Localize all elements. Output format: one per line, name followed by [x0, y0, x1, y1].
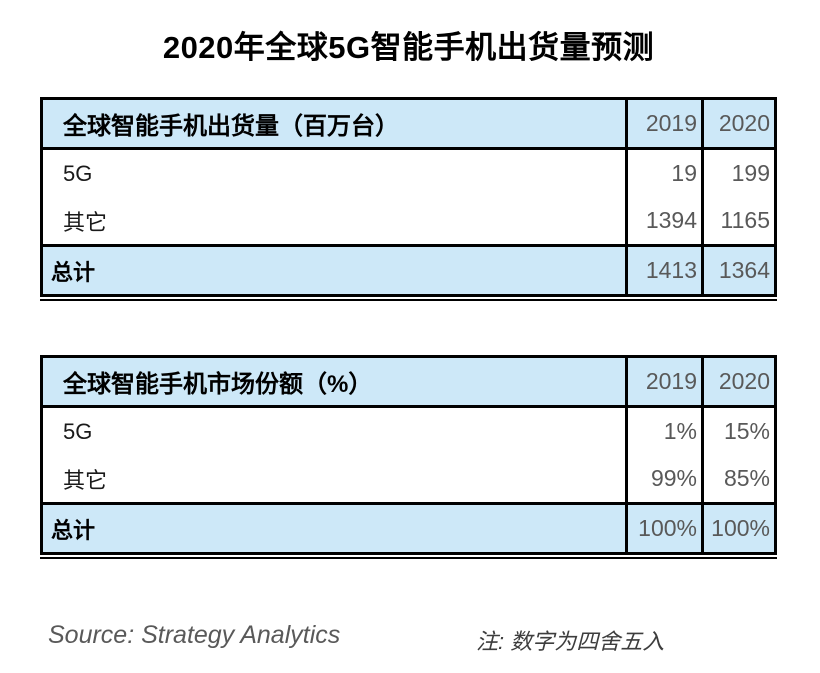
page-content: 2020年全球5G智能手机出货量预测 全球智能手机出货量（百万台） 2019 2…: [40, 22, 777, 657]
table-row-total-share: 总计 100% 100%: [43, 502, 774, 552]
total-share-2020: 100%: [701, 505, 774, 552]
value-others-share-2019: 99%: [625, 455, 701, 502]
page-title: 2020年全球5G智能手机出货量预测: [162, 30, 655, 65]
double-rule: [40, 299, 777, 301]
total-2020: 1364: [701, 247, 774, 294]
share-col-2019: 2019: [625, 358, 701, 405]
value-5g-2019: 19: [625, 150, 701, 197]
shipments-table-block: 全球智能手机出货量（百万台） 2019 2020 5G 19 199 其它 13…: [40, 97, 777, 301]
value-others-share-2020: 85%: [701, 455, 774, 502]
total-label: 总计: [51, 259, 96, 285]
table-row-others-share: 其它 99% 85%: [43, 455, 774, 502]
value-5g-2020: 199: [701, 150, 774, 197]
row-label-others: 其它: [63, 209, 108, 235]
value-5g-share-2019: 1%: [625, 408, 701, 455]
shipments-table: 全球智能手机出货量（百万台） 2019 2020 5G 19 199 其它 13…: [40, 97, 777, 297]
share-table-block: 全球智能手机市场份额（%） 2019 2020 5G 1% 15% 其它 99%…: [40, 355, 777, 559]
rounding-note: 注: 数字为四舍五入: [476, 629, 665, 654]
value-others-2019: 1394: [625, 197, 701, 244]
row-label-others-share: 其它: [63, 467, 108, 493]
shipments-table-title: 全球智能手机出货量（百万台）: [63, 113, 399, 140]
value-others-2020: 1165: [701, 197, 774, 244]
value-5g-share-2020: 15%: [701, 408, 774, 455]
shipments-header-row: 全球智能手机出货量（百万台） 2019 2020: [43, 100, 774, 150]
shipments-col-2020: 2020: [701, 100, 774, 147]
row-label-5g: 5G: [63, 160, 93, 186]
table-row-total: 总计 1413 1364: [43, 244, 774, 294]
source-credit: Source: Strategy Analytics: [48, 621, 341, 649]
shipments-col-2019: 2019: [625, 100, 701, 147]
total-share-2019: 100%: [625, 505, 701, 552]
table-row-5g-share: 5G 1% 15%: [43, 408, 774, 455]
row-label-5g-share: 5G: [63, 418, 93, 444]
table-row-others: 其它 1394 1165: [43, 197, 774, 244]
share-col-2020: 2020: [701, 358, 774, 405]
footer: Source: Strategy Analytics 注: 数字为四舍五入: [40, 617, 777, 657]
total-share-label: 总计: [51, 517, 96, 543]
table-row-5g: 5G 19 199: [43, 150, 774, 197]
double-rule: [40, 557, 777, 559]
total-2019: 1413: [625, 247, 701, 294]
share-table: 全球智能手机市场份额（%） 2019 2020 5G 1% 15% 其它 99%…: [40, 355, 777, 555]
share-table-title: 全球智能手机市场份额（%）: [63, 371, 373, 398]
share-header-row: 全球智能手机市场份额（%） 2019 2020: [43, 358, 774, 408]
